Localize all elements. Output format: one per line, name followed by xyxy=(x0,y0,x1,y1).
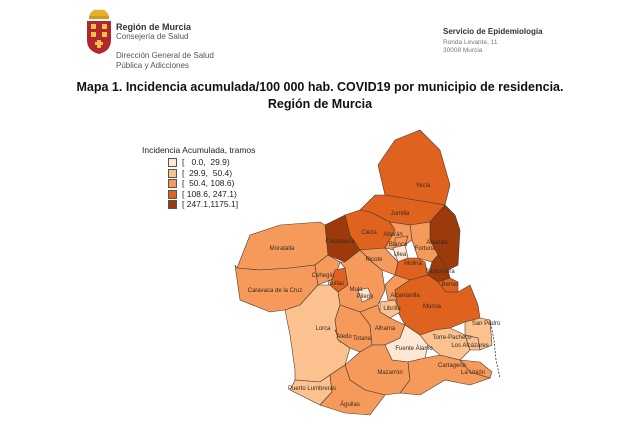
legend-swatch xyxy=(168,158,177,168)
municipality-label: Mazarrón xyxy=(377,370,402,376)
municipality-label: Librilla xyxy=(383,306,401,312)
municipality-label: Fuente Álamo xyxy=(395,345,433,352)
legend-swatch xyxy=(168,168,177,178)
service-name: Servicio de Epidemiología xyxy=(443,27,543,36)
department: Consejería de Salud xyxy=(116,32,189,41)
legend-label: [ 0.0, 29.9) xyxy=(182,157,230,167)
municipality-label: Lorca xyxy=(315,326,331,332)
coastline xyxy=(489,319,501,379)
municipality-label: Alcantarilla xyxy=(390,293,420,299)
municipality-yecla xyxy=(377,129,451,206)
directorate-line1: Dirección General de Salud xyxy=(116,51,214,60)
municipality-label: Torre-Pacheco xyxy=(432,335,472,341)
municipality-label: Bullas xyxy=(328,281,344,287)
municipality-label: Puerto Lumbreras xyxy=(288,386,336,392)
municipality-label: Murcia xyxy=(423,304,442,310)
municipality-label: Cehegín xyxy=(312,273,335,279)
municipality-label: Abarán xyxy=(383,232,402,238)
municipality-label: Cartagena xyxy=(438,363,467,369)
municipality-san-pedro xyxy=(464,317,493,351)
municipality-label: Beniel xyxy=(442,282,459,288)
municipality-label: Fortuna xyxy=(415,246,436,252)
municipality-label: Totana xyxy=(353,336,372,342)
municipality-label: Águilas xyxy=(340,401,360,408)
legend-swatch xyxy=(168,189,177,199)
municipality-label: Abanilla xyxy=(426,240,448,246)
municipality-label: Moratalla xyxy=(270,246,295,252)
legend-swatch xyxy=(168,179,177,189)
municipality-cartagena xyxy=(399,354,491,396)
municipality-label: Alhama xyxy=(375,326,396,332)
legend-item: [ 29.9, 50.4) xyxy=(168,168,232,178)
legend-item: [ 247.1,1175.1] xyxy=(168,199,239,210)
directorate-line2: Pública y Adicciones xyxy=(116,61,189,70)
legend-swatch xyxy=(168,200,177,210)
legend-label: [ 247.1,1175.1] xyxy=(182,199,239,209)
municipality-label: Los Alcázares xyxy=(451,343,488,349)
municipality-label: Caravaca de la Cruz xyxy=(248,288,303,294)
municipality-la-union xyxy=(459,359,493,379)
municipality-label: Pliego xyxy=(357,294,374,300)
municipality-label: Ricote xyxy=(365,257,383,263)
municipality-label: San Pedro xyxy=(472,321,501,327)
municipality-label: La Unión xyxy=(461,370,485,376)
municipality-label: Aledo xyxy=(336,334,352,340)
legend-item: [ 108.6, 247.1) xyxy=(168,189,237,199)
municipality-label: Molina xyxy=(404,261,422,267)
municipality-librilla xyxy=(379,299,401,319)
map-subtitle: Región de Murcia xyxy=(267,97,373,111)
address-line1: Ronda Levante, 11 xyxy=(443,39,498,46)
legend-title: Incidencia Acumulada, tramos xyxy=(142,145,256,155)
municipality-label: Jumilla xyxy=(391,211,410,217)
map-title: Mapa 1. Incidencia acumulada/100 000 hab… xyxy=(76,80,564,94)
address-line2: 30008 Murcia xyxy=(443,47,483,54)
municipality-label: Santomera xyxy=(425,269,455,275)
municipality-label: Ulea xyxy=(394,252,407,258)
legend-item: [ 50.4, 108.6) xyxy=(168,178,235,189)
municipality-aguilas xyxy=(319,364,386,416)
municipality-label: Calasparra xyxy=(325,239,355,245)
municipality-label: Yecla xyxy=(416,183,431,189)
municipality-label: Blanca xyxy=(389,242,408,248)
municipality-label: Cieza xyxy=(361,230,377,236)
legend-label: [ 29.9, 50.4) xyxy=(182,167,233,178)
legend-label: [ 50.4, 108.6) xyxy=(182,178,235,188)
legend-label: [ 108.6, 247.1) xyxy=(182,188,237,199)
municipality-label: Mula xyxy=(349,287,363,293)
org-name: Región de Murcia xyxy=(116,22,192,32)
legend-item: [ 0.0, 29.9) xyxy=(168,157,230,168)
municipality-pliego xyxy=(357,287,373,303)
coat-of-arms-logo xyxy=(87,9,111,54)
